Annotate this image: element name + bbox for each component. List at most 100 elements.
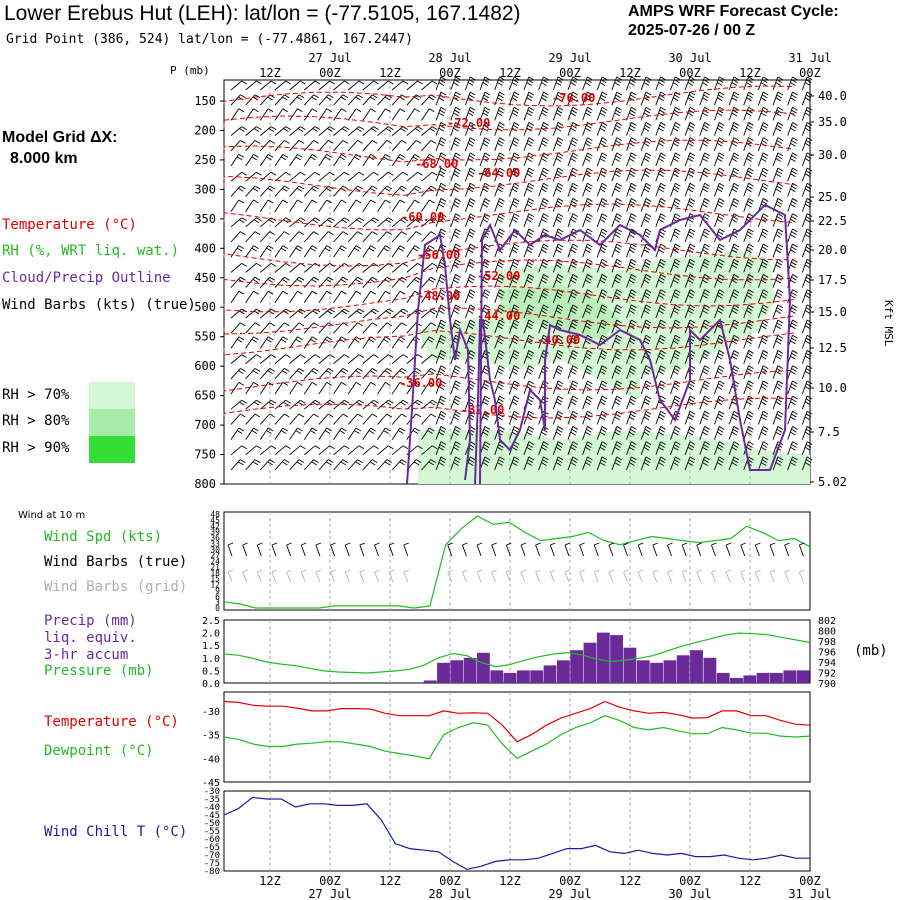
wind-barb	[230, 108, 245, 121]
wind-barb-staff	[582, 259, 588, 273]
wind-barb-staff	[567, 91, 574, 106]
pressure-tick-label: 550	[194, 330, 216, 344]
wind-barb-feather	[438, 401, 445, 406]
wind-barb-feather	[629, 188, 635, 193]
wind-barb-feather	[483, 140, 490, 144]
wind-barb-feather	[497, 355, 503, 360]
legend-temp2: Temperature (°C)	[44, 714, 179, 730]
wind-barb-feather	[453, 462, 459, 466]
wind-barb	[757, 365, 769, 379]
wind-barb-staff	[670, 107, 676, 121]
wind-barb-feather	[673, 203, 679, 208]
wind-barb-feather	[687, 203, 694, 208]
wind-barb-staff	[611, 380, 618, 395]
wind-barb-feather	[585, 142, 591, 147]
wind-barb-feather	[431, 445, 438, 450]
wind-barb-feather	[511, 218, 518, 223]
wind-barb-feather	[804, 264, 811, 269]
wind-barb-feather	[615, 307, 621, 312]
wind-barb	[772, 334, 784, 349]
wind-barb-staff	[684, 167, 691, 182]
wind-barb-feather	[688, 292, 695, 296]
wind-barb-feather	[402, 171, 409, 176]
wind-barb-feather	[704, 91, 710, 96]
wind-barb-feather	[719, 258, 725, 263]
wind-barb-feather	[760, 218, 767, 223]
wind-barb-feather	[386, 459, 393, 463]
wind-barb-staff	[757, 213, 764, 227]
wind-barb	[655, 213, 666, 227]
wind-barb-staff	[391, 80, 404, 91]
wind-barb-staff	[582, 289, 588, 303]
wind-barb-feather	[541, 112, 547, 117]
wind-barb-feather	[358, 354, 365, 358]
wind-barb-feather	[541, 431, 547, 436]
wind-barb	[494, 350, 505, 364]
wind-barb-feather	[453, 279, 459, 284]
wind-barb-feather	[719, 441, 725, 446]
wind-barb-feather	[732, 444, 739, 448]
wind-barb-staff	[801, 304, 808, 319]
wind-barb-feather	[777, 122, 784, 126]
wind-barb-staff	[787, 76, 793, 91]
wind-barb-feather	[716, 416, 723, 421]
wind-barb-feather	[497, 462, 503, 466]
wind-barb-feather	[731, 97, 738, 102]
wind-barb	[450, 441, 461, 455]
wind-barb-feather	[629, 446, 635, 451]
wind-barb	[640, 365, 652, 379]
wind-barb	[274, 276, 290, 288]
wind-barb-feather	[439, 140, 446, 144]
wind-barb-feather	[703, 322, 709, 327]
wind-barb-feather	[790, 279, 796, 284]
wind-barb-feather	[689, 243, 696, 248]
pressure-tick-label: 400	[194, 241, 216, 255]
temperature-contour	[223, 307, 795, 335]
wind-barb-feather	[326, 154, 332, 158]
wind-barb-feather	[497, 325, 503, 330]
wind-barb-feather	[498, 352, 504, 357]
wind-barb-feather	[675, 334, 681, 339]
wind-barb-staff	[801, 107, 808, 121]
wind-barb-feather	[238, 382, 245, 386]
wind-barb	[259, 140, 275, 152]
wind-barb-staff	[391, 290, 401, 304]
wind-barb-staff	[508, 167, 515, 182]
wind-barb-feather	[556, 155, 563, 160]
wind-barb-staff	[670, 198, 676, 212]
wind-barb-feather	[791, 94, 797, 99]
wind-barb-feather	[401, 368, 407, 372]
wind-barb-feather	[528, 106, 535, 111]
wind-speed-tick-label: 9	[215, 586, 220, 595]
wind-barb	[318, 231, 334, 243]
wind-barb-feather	[238, 370, 244, 375]
wind-barb-feather	[385, 108, 391, 113]
wind-barb	[289, 368, 305, 380]
wind-barb-feather	[513, 137, 520, 142]
wind-barb-feather	[399, 370, 405, 375]
wind-barb-staff	[626, 274, 632, 288]
wind-barb-feather	[805, 185, 812, 190]
wind-barb-feather	[585, 82, 591, 86]
wind-barb-feather	[660, 198, 666, 202]
wind-barb-staff	[464, 107, 471, 121]
wind-barb-feather	[614, 446, 620, 451]
wind-barb-staff	[523, 274, 530, 288]
wind-barb-staff	[611, 441, 618, 455]
wind-barb	[611, 258, 622, 273]
wind-barb-staff	[274, 154, 284, 167]
wind-barb-staff	[670, 152, 676, 167]
wind-barb	[670, 289, 681, 303]
wind-barb-feather	[732, 276, 739, 281]
wind-barb	[714, 289, 725, 303]
wind-barb-feather	[282, 199, 289, 204]
wind-barb-10m-feather	[330, 542, 336, 546]
wind-barb-feather	[484, 182, 491, 187]
wind-speed-line	[223, 515, 811, 609]
wind-barb	[801, 319, 813, 334]
wind-barb-feather	[587, 365, 593, 370]
wind-barb-feather	[616, 319, 622, 324]
wind-barb	[318, 445, 335, 456]
wind-barb-staff	[289, 459, 300, 471]
wind-barb	[684, 410, 696, 425]
